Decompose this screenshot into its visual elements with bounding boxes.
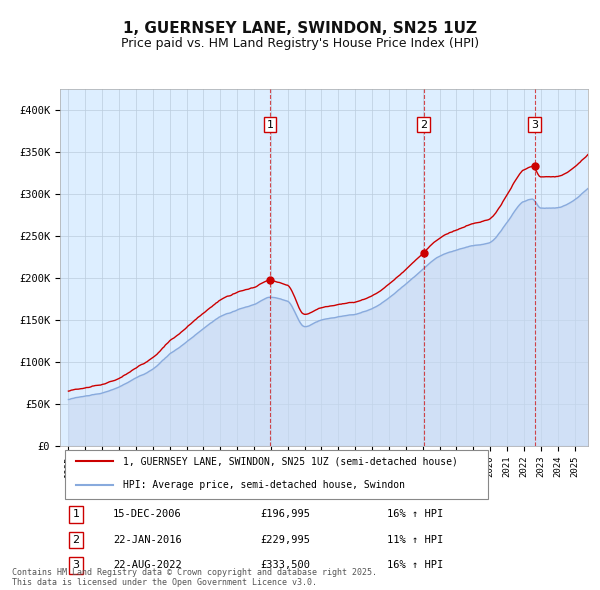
Text: 1: 1 [73,510,79,519]
Text: £333,500: £333,500 [260,560,311,571]
Text: 3: 3 [73,560,79,571]
Text: Price paid vs. HM Land Registry's House Price Index (HPI): Price paid vs. HM Land Registry's House … [121,37,479,50]
FancyBboxPatch shape [65,450,488,499]
Text: £196,995: £196,995 [260,510,311,519]
Text: 3: 3 [531,120,538,130]
Text: 1: 1 [266,120,274,130]
Text: 2: 2 [420,120,427,130]
Text: HPI: Average price, semi-detached house, Swindon: HPI: Average price, semi-detached house,… [124,480,406,490]
Text: 22-JAN-2016: 22-JAN-2016 [113,535,182,545]
Text: Contains HM Land Registry data © Crown copyright and database right 2025.
This d: Contains HM Land Registry data © Crown c… [12,568,377,587]
Text: 15-DEC-2006: 15-DEC-2006 [113,510,182,519]
Text: 22-AUG-2022: 22-AUG-2022 [113,560,182,571]
Text: £229,995: £229,995 [260,535,311,545]
Text: 16% ↑ HPI: 16% ↑ HPI [388,510,443,519]
Text: 1, GUERNSEY LANE, SWINDON, SN25 1UZ (semi-detached house): 1, GUERNSEY LANE, SWINDON, SN25 1UZ (sem… [124,457,458,466]
Text: 2: 2 [72,535,79,545]
Text: 11% ↑ HPI: 11% ↑ HPI [388,535,443,545]
Text: 1, GUERNSEY LANE, SWINDON, SN25 1UZ: 1, GUERNSEY LANE, SWINDON, SN25 1UZ [123,21,477,35]
Text: 16% ↑ HPI: 16% ↑ HPI [388,560,443,571]
